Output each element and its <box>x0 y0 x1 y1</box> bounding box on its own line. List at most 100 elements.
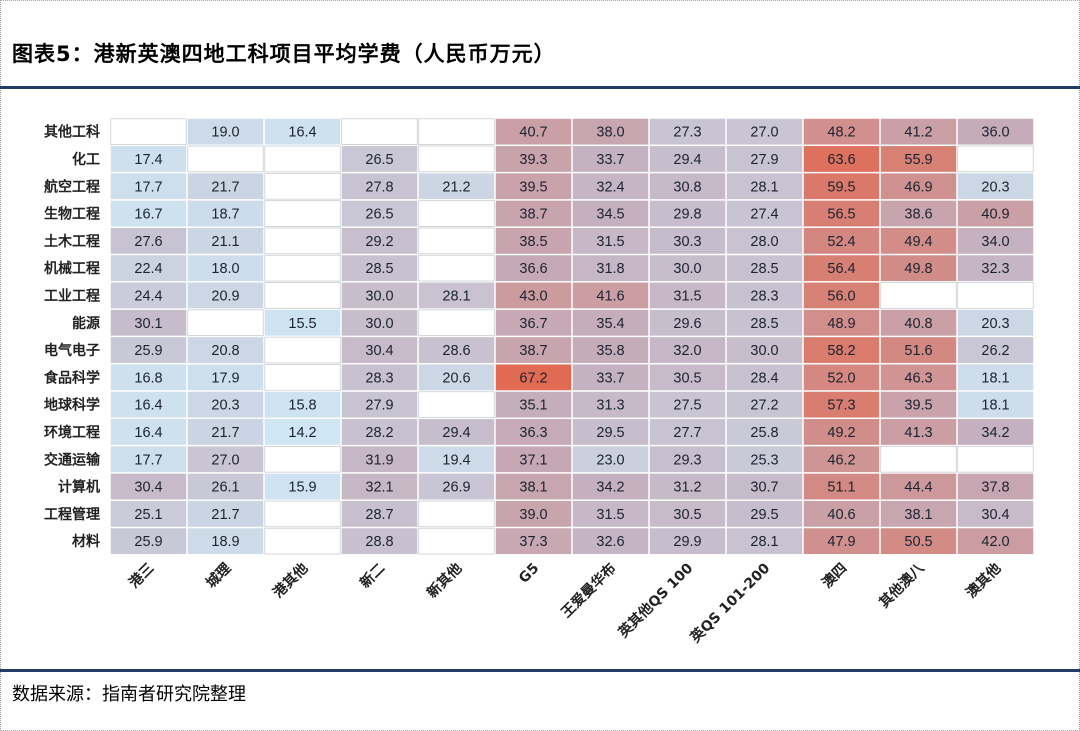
heatmap-cell <box>264 145 341 173</box>
cell-value-label: 39.5 <box>904 398 932 414</box>
cell-value-label: 34.2 <box>596 480 624 496</box>
heatmap-cell <box>880 255 957 282</box>
heatmap-cell <box>957 528 1034 555</box>
heatmap-cell <box>649 118 726 145</box>
cell-value-label: 32.0 <box>673 343 701 359</box>
source-note: 数据来源：指南者研究院整理 <box>12 684 246 705</box>
heatmap-cell <box>880 337 957 363</box>
cell-value-label: 36.6 <box>519 261 547 277</box>
row-label: 交通运输 <box>44 451 101 468</box>
heatmap-cell <box>264 419 341 445</box>
cell-value-label: 47.9 <box>827 534 855 550</box>
column-label: 英QS 101-200 <box>686 559 773 646</box>
heatmap-cell <box>957 173 1034 200</box>
cell-value-label: 27.2 <box>750 398 778 414</box>
cell-value-label: 30.1 <box>134 316 162 332</box>
heatmap-cell <box>572 309 649 336</box>
heatmap-cell <box>341 528 418 555</box>
heatmap-cell <box>341 337 418 363</box>
heatmap-cell <box>572 200 649 227</box>
row-label: 环境工程 <box>44 424 100 441</box>
cell-value-label: 37.3 <box>519 534 547 550</box>
heatmap-cell <box>649 200 726 227</box>
heatmap-cell <box>880 445 957 473</box>
cell-value-label: 44.4 <box>904 480 932 496</box>
heatmap-cell <box>572 391 649 418</box>
heatmap-cell <box>880 391 957 418</box>
heatmap-cell <box>649 528 726 555</box>
heatmap-cell <box>110 282 187 309</box>
heatmap-cell <box>880 282 957 309</box>
heatmap-cell <box>572 473 649 500</box>
cell-value-label: 35.4 <box>596 316 624 332</box>
cell-value-label: 49.2 <box>827 425 855 441</box>
row-label: 工业工程 <box>44 288 100 304</box>
cell-value-label: 32.4 <box>596 179 624 195</box>
heatmap-cell <box>880 528 957 555</box>
cell-value-label: 26.5 <box>365 207 393 223</box>
heatmap-cell <box>110 419 187 445</box>
heatmap-cell <box>341 364 418 391</box>
cell-value-label: 50.5 <box>904 534 932 550</box>
heatmap-cell <box>341 473 418 500</box>
heatmap-cell <box>264 227 341 255</box>
cell-value-label: 28.0 <box>750 234 778 250</box>
cell-value-label: 28.1 <box>750 534 778 550</box>
cell-value-label: 20.6 <box>442 370 470 386</box>
cell-value-label: 21.7 <box>211 425 239 441</box>
cell-value-label: 20.9 <box>211 288 239 304</box>
heatmap-cell <box>187 255 264 282</box>
cell-value-label: 38.0 <box>596 125 624 141</box>
cell-value-label: 52.4 <box>827 234 855 250</box>
heatmap-cell <box>495 364 572 391</box>
heatmap-cell <box>264 254 341 282</box>
cell-value-label: 38.1 <box>904 507 932 523</box>
cell-value-label: 29.4 <box>442 425 470 441</box>
heatmap-cell <box>572 528 649 555</box>
heatmap-cell <box>495 528 572 555</box>
heatmap-cell <box>957 309 1034 336</box>
cell-value-label: 36.3 <box>519 425 547 441</box>
heatmap-cell <box>418 446 495 473</box>
heatmap-cell <box>110 446 187 473</box>
column-label: 英其他QS 100 <box>614 559 696 641</box>
cell-value-label: 37.8 <box>981 480 1009 496</box>
heatmap-cell <box>803 473 880 500</box>
heatmap-cell <box>572 282 649 309</box>
heatmap-cell <box>187 446 264 473</box>
cell-value-label: 41.3 <box>904 425 932 441</box>
cell-value-label: 31.2 <box>673 480 701 496</box>
heatmap-cell <box>880 146 957 172</box>
heatmap-cell <box>726 255 803 282</box>
cell-value-label: 30.5 <box>673 507 701 523</box>
heatmap-cell <box>495 227 572 254</box>
cell-value-label: 17.9 <box>211 370 239 386</box>
row-label: 工程管理 <box>44 506 100 523</box>
cell-value-label: 36.0 <box>981 125 1009 141</box>
heatmap-cell <box>649 391 726 418</box>
cell-value-label: 26.1 <box>211 480 239 496</box>
heatmap-cell <box>726 446 803 473</box>
heatmap-cell <box>649 227 726 254</box>
heatmap-cell <box>264 282 341 309</box>
cell-value-label: 16.8 <box>134 370 162 386</box>
heatmap-cell <box>110 364 187 391</box>
heatmap-cell <box>726 391 803 418</box>
row-label: 材料 <box>72 533 100 550</box>
heatmap-cell <box>264 445 341 473</box>
heatmap-cell <box>418 200 495 227</box>
cell-value-label: 27.6 <box>134 234 162 250</box>
heatmap-cell <box>803 446 880 473</box>
cell-value-label: 35.8 <box>596 343 624 359</box>
cell-value-label: 38.7 <box>519 207 547 223</box>
heatmap-cell <box>726 118 803 145</box>
cell-value-label: 23.0 <box>596 452 624 468</box>
column-label: 港三 <box>126 560 158 592</box>
cell-value-label: 28.3 <box>365 370 393 386</box>
heatmap-cell <box>187 227 264 254</box>
heatmap-cell <box>957 337 1034 363</box>
heatmap-cell <box>495 419 572 445</box>
heatmap-cell <box>880 200 957 227</box>
heatmap-cell <box>726 173 803 200</box>
